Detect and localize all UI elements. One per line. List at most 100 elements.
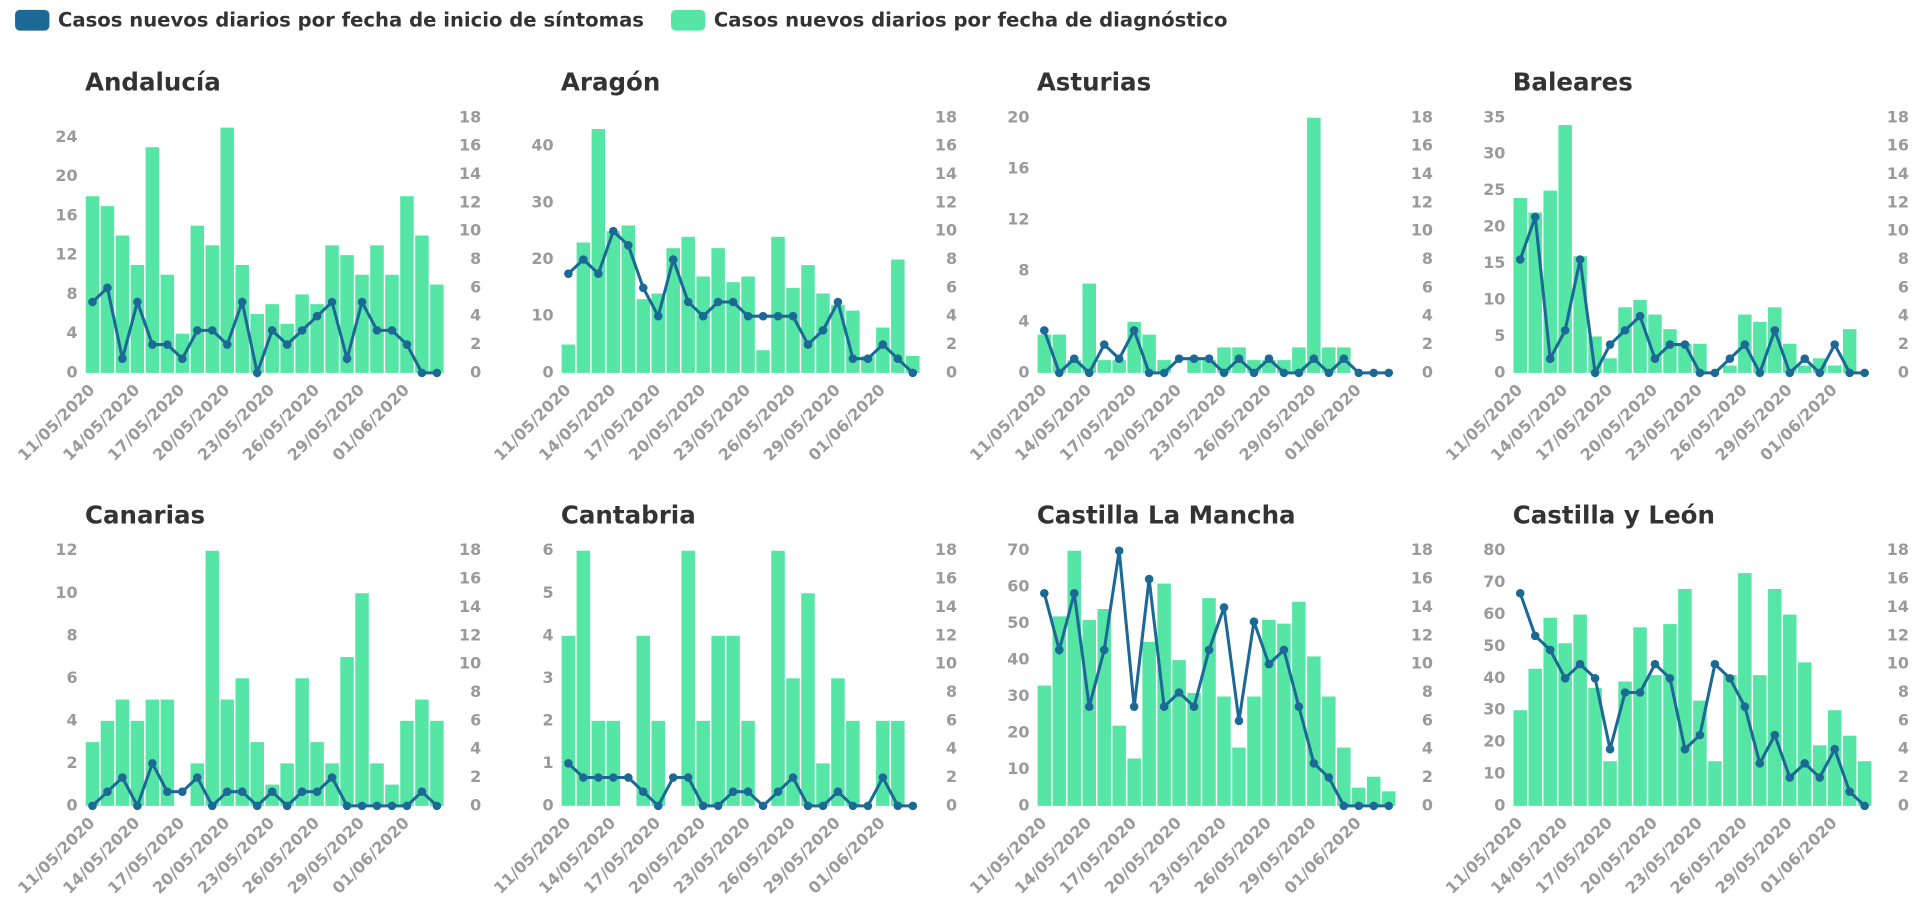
bar: [1588, 687, 1602, 806]
bar: [1663, 624, 1677, 806]
bar: [771, 550, 785, 806]
y-tick-label: 35: [1483, 107, 1505, 126]
line-point: [1740, 702, 1750, 711]
line-point: [1369, 368, 1379, 378]
y-tick-label: 20: [1483, 217, 1505, 236]
y-tick-label: 10: [1007, 759, 1029, 778]
y2-tick-label: 8: [470, 682, 481, 701]
line-point: [1189, 702, 1199, 711]
y2-tick-label: 10: [1411, 654, 1433, 673]
line-point: [417, 368, 427, 378]
line-point: [1219, 603, 1229, 612]
line-point: [1114, 546, 1124, 556]
line-point: [579, 773, 588, 782]
y2-tick-label: 18: [935, 107, 957, 126]
bar: [1513, 197, 1527, 373]
y-tick-label: 60: [1483, 604, 1505, 623]
line-point: [1845, 787, 1854, 796]
bar: [85, 196, 100, 373]
y-tick-label: 0: [1018, 362, 1029, 381]
bar: [1337, 747, 1351, 806]
y2-tick-label: 18: [1887, 540, 1909, 559]
line-point: [193, 773, 202, 782]
line-point: [1354, 801, 1364, 811]
line-point: [1069, 354, 1079, 364]
line-point: [1665, 340, 1675, 349]
bar: [1082, 283, 1096, 373]
line-point: [148, 340, 157, 349]
bar: [726, 282, 740, 373]
line-point: [1279, 368, 1289, 378]
bar: [1783, 614, 1797, 806]
line-point: [432, 801, 442, 811]
bar: [1827, 365, 1842, 373]
line-point: [1309, 354, 1319, 364]
y-tick-label: 0: [542, 362, 553, 381]
y2-tick-label: 12: [935, 625, 957, 644]
line-point: [133, 297, 142, 307]
x-tick-label: 11/05/2020: [490, 813, 574, 897]
line-point: [1560, 674, 1570, 683]
line-point: [1129, 702, 1139, 711]
bar: [876, 327, 890, 373]
bar: [1127, 758, 1141, 806]
bar: [385, 274, 399, 373]
line-point: [1710, 368, 1720, 378]
line-point: [267, 326, 277, 335]
bar: [1603, 761, 1617, 806]
bar: [801, 265, 815, 373]
y-tick-label: 1: [542, 753, 553, 772]
line-point: [1845, 368, 1854, 378]
y-tick-label: 60: [1007, 577, 1029, 596]
line-point: [1695, 368, 1705, 378]
bar: [621, 225, 636, 373]
line-point: [342, 801, 352, 811]
bar: [1842, 735, 1857, 806]
line-point: [743, 787, 753, 796]
line-point: [1264, 354, 1274, 364]
line-point: [683, 773, 693, 782]
y-tick-label: 20: [1007, 107, 1029, 126]
y2-tick-label: 10: [459, 654, 481, 673]
legend-label: Casos nuevos diarios por fecha de inicio…: [58, 8, 644, 31]
bar: [100, 720, 115, 806]
panel-title: Andalucía: [85, 67, 221, 96]
bar: [1513, 710, 1527, 806]
bar: [816, 763, 830, 806]
bar: [846, 720, 860, 806]
line-point: [1620, 688, 1630, 697]
bar: [801, 593, 815, 806]
line-point: [1725, 674, 1735, 683]
bar: [325, 763, 339, 806]
y2-tick-label: 14: [935, 597, 957, 616]
panel-title: Canarias: [85, 500, 205, 529]
bar: [741, 720, 755, 806]
bar: [711, 635, 725, 806]
line-point: [1339, 801, 1349, 811]
y2-tick-label: 4: [1422, 306, 1433, 325]
line-point: [88, 297, 97, 307]
bar: [1202, 598, 1216, 806]
line-point: [1800, 354, 1810, 364]
bar: [771, 236, 785, 373]
y-tick-label: 10: [55, 583, 77, 602]
y-tick-label: 4: [542, 625, 553, 644]
line-point: [103, 283, 112, 293]
line-point: [1665, 674, 1675, 683]
y2-tick-label: 2: [1898, 334, 1909, 353]
bar: [160, 274, 175, 373]
line-point: [1324, 773, 1334, 782]
bar: [145, 147, 160, 373]
bar: [831, 304, 845, 373]
y2-tick-label: 4: [470, 306, 481, 325]
y2-tick-label: 0: [1898, 362, 1909, 381]
line-point: [357, 297, 367, 307]
bar: [1842, 329, 1857, 373]
line-point: [1695, 730, 1705, 740]
line-point: [1054, 368, 1064, 378]
line-point: [863, 354, 873, 364]
line-point: [357, 801, 367, 811]
bar: [415, 699, 429, 806]
bar: [591, 129, 606, 373]
bar: [1797, 365, 1812, 373]
